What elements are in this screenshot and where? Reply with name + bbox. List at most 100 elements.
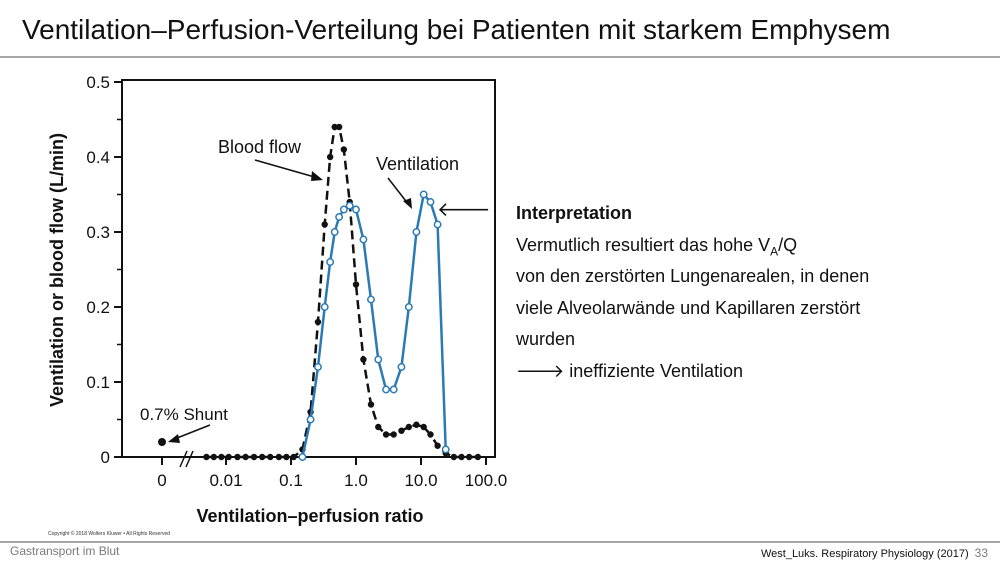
ventilation-point xyxy=(397,363,406,371)
ventilation-point xyxy=(306,415,315,424)
blood-flow-point xyxy=(210,453,218,461)
blood-flow-point xyxy=(382,431,390,438)
y-tick-label: 0.3 xyxy=(86,223,110,242)
blood-flow-point xyxy=(218,453,225,461)
blood-flow-point xyxy=(250,453,258,461)
y-axis-label: Ventilation or blood flow (L/min) xyxy=(47,133,67,407)
blood-flow-point xyxy=(267,453,274,461)
plot-frame xyxy=(121,79,496,458)
axis-break-mark xyxy=(185,450,194,468)
blood-flow-point xyxy=(405,423,413,431)
blood-flow-point xyxy=(474,453,482,461)
ventilation-point xyxy=(441,445,450,454)
copyright-note: Copyright © 2018 Wolters Kluwer • All Ri… xyxy=(48,531,171,537)
chart-marks xyxy=(158,159,412,446)
x-tick-label: 1.0 xyxy=(344,471,368,490)
blood-flow-arrow xyxy=(254,159,319,179)
blood-flow-annotation: Blood flow xyxy=(218,137,302,157)
ventilation-point xyxy=(389,385,398,394)
blood-flow-point xyxy=(290,453,297,461)
ventilation-series xyxy=(298,190,450,461)
blood-flow-point xyxy=(450,453,458,461)
x-tick-label: 0.01 xyxy=(209,471,242,490)
ventilation-point xyxy=(339,205,348,214)
blood-flow-point xyxy=(420,423,427,431)
ventilation-point xyxy=(412,228,421,236)
ventilation-point xyxy=(382,385,391,394)
blood-flow-point xyxy=(326,153,334,161)
y-tick-label: 0.5 xyxy=(86,73,110,92)
blood-flow-point xyxy=(331,123,338,131)
blood-flow-point xyxy=(335,123,343,131)
blood-flow-point xyxy=(258,453,266,461)
ventilation-point xyxy=(352,205,360,214)
footer-citation: West_Luks. Respiratory Physiology (2017)… xyxy=(761,546,988,560)
blood-flow-point xyxy=(234,453,241,461)
title-divider xyxy=(0,56,1000,58)
ventilation-point xyxy=(314,363,322,371)
blood-flow-point xyxy=(340,146,348,153)
ventilation-point xyxy=(404,303,413,311)
page-number: 33 xyxy=(974,546,988,560)
blood-flow-line xyxy=(206,125,478,459)
blood-flow-point xyxy=(465,453,473,461)
footer-divider xyxy=(0,541,1000,543)
interpretation-line-3: viele Alveolarwände und Kapillaren zerst… xyxy=(516,297,861,318)
ventilation-point xyxy=(359,235,368,244)
y-tick-label: 0.4 xyxy=(86,148,110,167)
blood-flow-point xyxy=(427,431,434,438)
blood-flow-point xyxy=(275,453,283,461)
ventilation-point xyxy=(367,295,375,304)
interpretation-line-4: wurden xyxy=(516,329,576,349)
blood-flow-series xyxy=(203,123,482,461)
x-tick-label: 0.1 xyxy=(279,471,303,490)
blood-flow-point xyxy=(434,442,441,449)
shunt-annotation: 0.7% Shunt xyxy=(140,405,228,424)
ventilation-line xyxy=(301,191,447,458)
x-tick-label: 100.0 xyxy=(465,471,508,490)
blood-flow-point xyxy=(360,356,367,363)
blood-flow-point xyxy=(283,453,290,461)
y-tick-label: 0.2 xyxy=(86,298,110,317)
interp-line1-subscript: A xyxy=(770,244,779,259)
ventilation-point xyxy=(419,190,428,199)
blood-flow-arrowhead-icon xyxy=(311,171,323,181)
blood-flow-point xyxy=(352,281,360,288)
shunt-point xyxy=(158,438,166,446)
axis-break-mark xyxy=(179,450,188,468)
y-tick-label: 0.1 xyxy=(86,373,110,392)
interp-line1-text: Vermutlich resultiert das hohe V xyxy=(516,234,771,255)
blood-flow-point xyxy=(390,431,397,438)
x-tick-label: 10.0 xyxy=(404,471,437,490)
blood-flow-point xyxy=(458,453,465,461)
ventilation-point xyxy=(433,220,442,229)
ventilation-point xyxy=(326,258,335,266)
slide-title: Ventilation–Perfusion-Verteilung bei Pat… xyxy=(22,14,891,45)
ventilation-arrowhead-icon xyxy=(403,198,412,209)
ventilation-point xyxy=(426,198,435,206)
y-tick-label: 0 xyxy=(101,448,110,467)
ventilation-point xyxy=(320,303,329,311)
blood-flow-point xyxy=(375,423,382,431)
blood-flow-point xyxy=(413,421,420,428)
ventilation-point xyxy=(345,201,354,210)
blood-flow-point xyxy=(314,318,322,326)
interpretation-line-5: 🡒 ineffiziente Ventilation xyxy=(516,360,744,381)
shunt-arrowhead-icon xyxy=(168,434,180,443)
ventilation-point xyxy=(298,453,307,461)
interpretation-panel: Interpretation Vermutlich resultiert das… xyxy=(516,198,869,387)
blood-flow-point xyxy=(242,453,249,461)
footer-section-title: Gastransport im Blut xyxy=(10,544,120,558)
blood-flow-point xyxy=(398,427,405,434)
interpretation-line-1: Vermutlich resultiert das hohe VA/Q xyxy=(516,230,869,262)
x-tick-label: 0 xyxy=(157,471,166,490)
peak-arrow-icon: 🡐 xyxy=(437,199,491,221)
blood-flow-point xyxy=(225,453,232,461)
ventilation-point xyxy=(374,355,383,364)
x-axis-label: Ventilation–perfusion ratio xyxy=(196,506,423,526)
blood-flow-point xyxy=(203,453,210,461)
ventilation-annotation: Ventilation xyxy=(376,154,459,174)
interp-line1-suffix: /Q xyxy=(778,234,798,255)
interpretation-line-2: von den zerstörten Lungenarealen, in den… xyxy=(516,266,870,286)
